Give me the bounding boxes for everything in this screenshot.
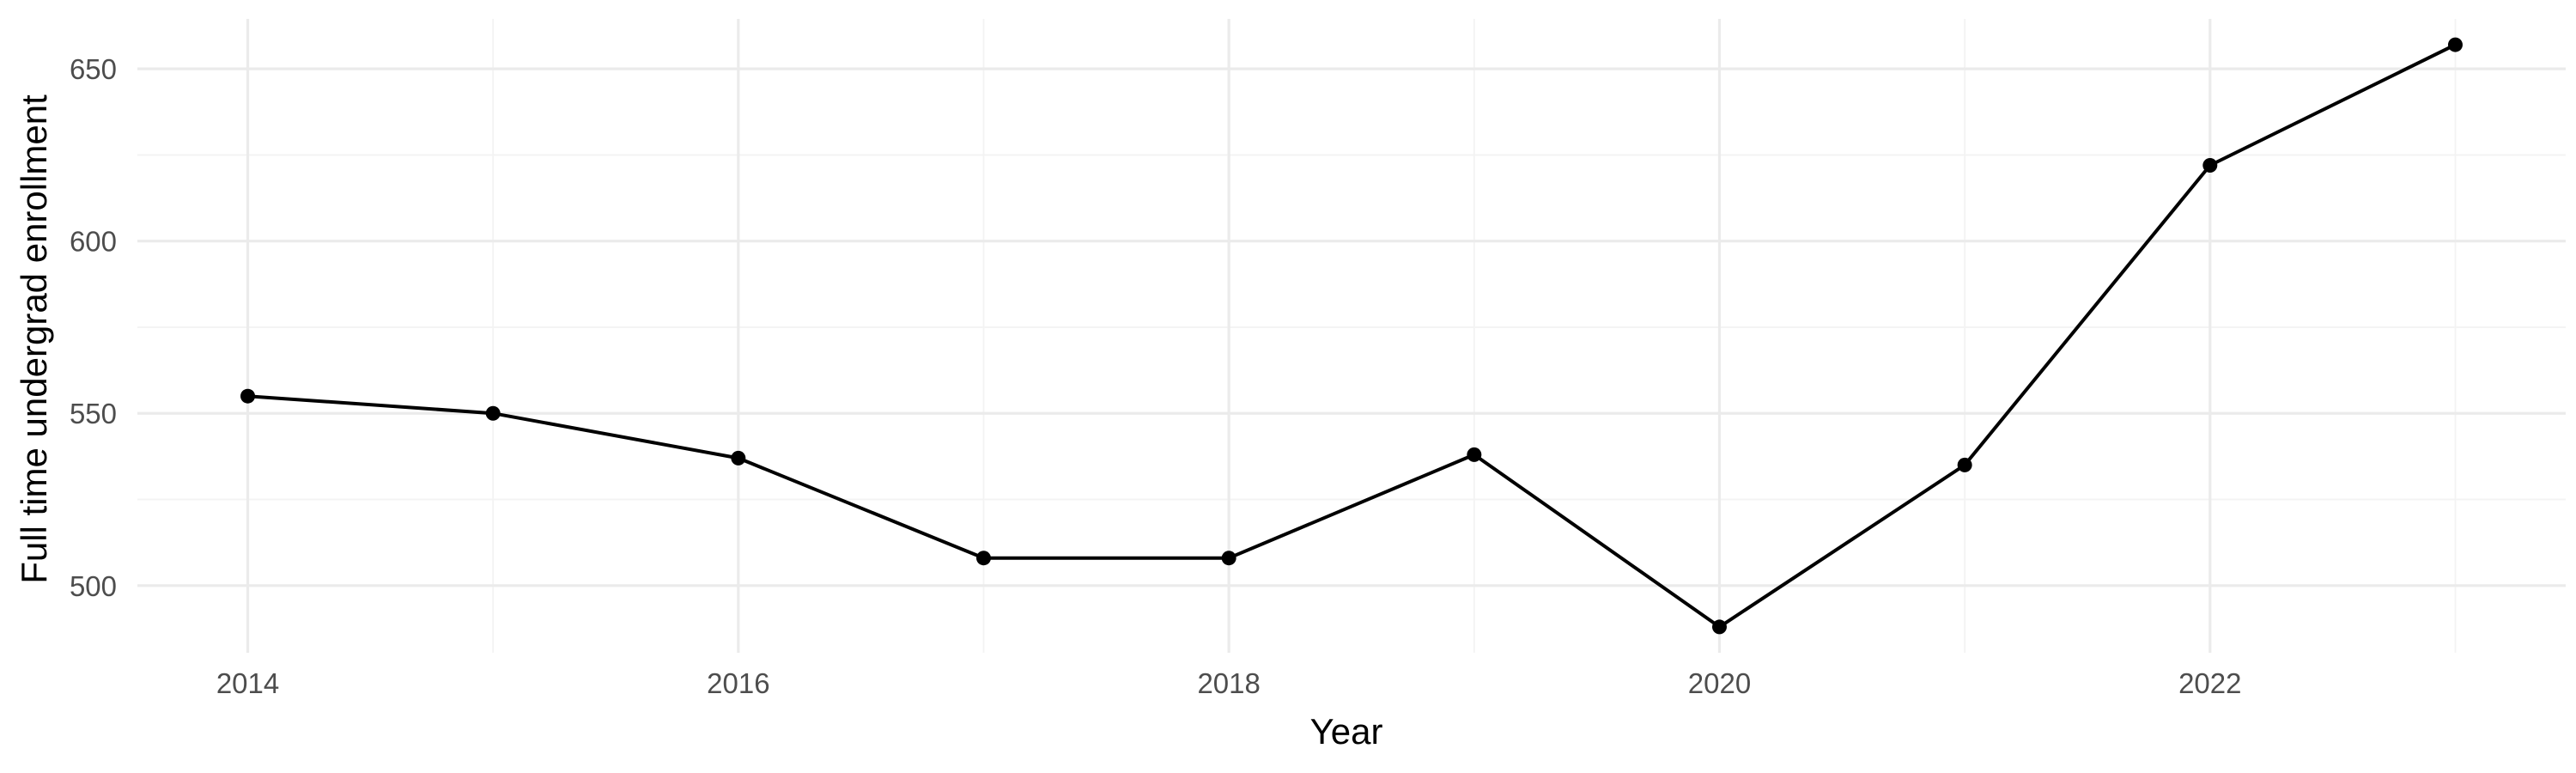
data-point — [1711, 619, 1727, 635]
data-point — [2202, 157, 2218, 173]
y-tick-label: 550 — [70, 398, 117, 429]
data-point — [1467, 447, 1482, 462]
data-point — [1957, 457, 1972, 472]
y-axis-title: Full time undergrad enrollment — [14, 94, 54, 584]
data-point — [240, 388, 256, 404]
minor-gridlines — [137, 19, 2566, 653]
x-tick-label: 2022 — [2178, 667, 2241, 699]
y-tick-label: 500 — [70, 570, 117, 602]
data-point — [485, 405, 501, 421]
x-tick-label: 2020 — [1688, 667, 1751, 699]
data-point — [976, 551, 992, 566]
x-tick-label: 2018 — [1197, 667, 1260, 699]
x-tick-label: 2016 — [707, 667, 769, 699]
y-tick-label: 650 — [70, 53, 117, 85]
data-point — [2447, 37, 2463, 52]
series-line — [247, 43, 2457, 629]
x-tick-label: 2014 — [216, 667, 279, 699]
x-axis-title: Year — [1310, 711, 1383, 752]
data-point — [1221, 551, 1236, 566]
data-point — [731, 450, 746, 466]
y-tick-label: 600 — [70, 226, 117, 258]
data-series — [240, 37, 2463, 635]
tick-labels: 500 550 600 650 2014 2016 2018 2020 2022 — [70, 53, 2242, 699]
major-gridlines — [137, 19, 2566, 653]
